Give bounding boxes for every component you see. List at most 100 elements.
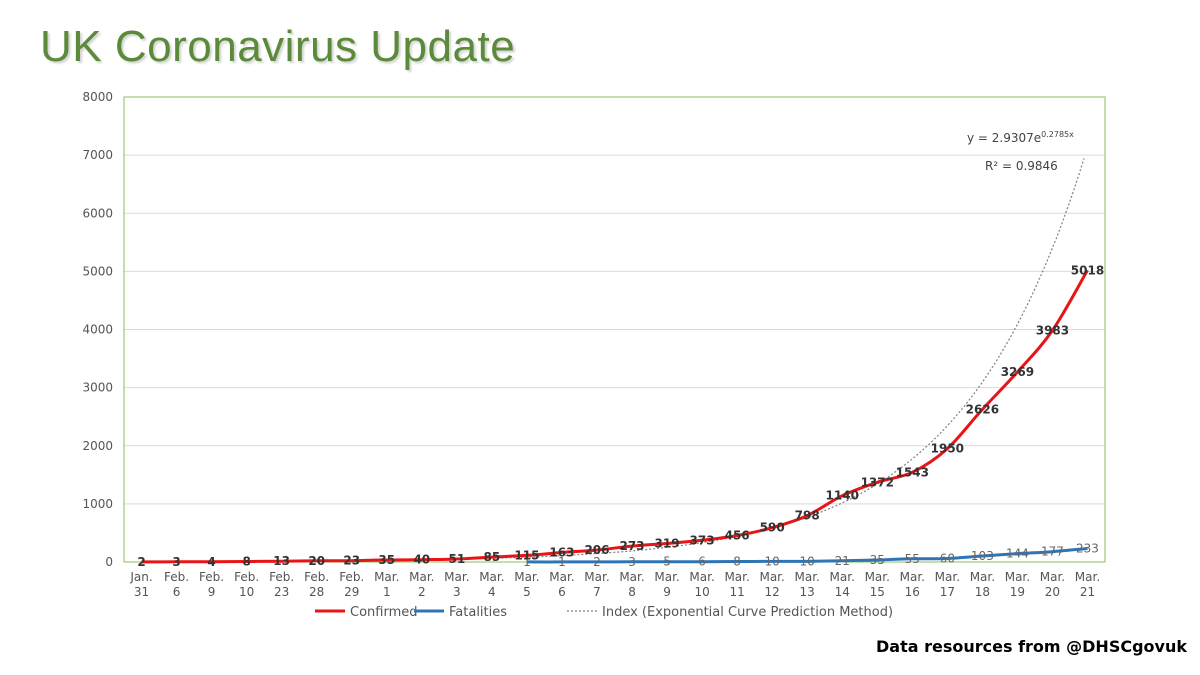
fatalities-data-label: 1 [558, 555, 566, 569]
confirmed-data-label: 40 [413, 553, 430, 567]
confirmed-data-label: 23 [343, 554, 360, 568]
fatalities-data-label: 60 [940, 552, 955, 566]
fatalities-data-label: 55 [905, 552, 920, 566]
y-axis: 0 1000 2000 3000 4000 5000 6000 7000 8000 [82, 90, 113, 569]
x-axis: Jan. 31 Feb. 6 Feb. 9 Feb. 10 Feb. 23 Feb. 28 Feb. 29… [129, 570, 1100, 599]
x-tick-label: Mar. 10 [689, 570, 714, 599]
confirmed-data-label: 163 [549, 546, 574, 560]
x-tick-label: Mar. 3 [444, 570, 469, 599]
trend-r-squared: R² = 0.9846 [985, 159, 1058, 173]
x-tick-label: Mar. 16 [900, 570, 925, 599]
x-tick-label: Mar. 21 [1075, 570, 1100, 599]
y-tick-label: 0 [105, 555, 113, 569]
x-tick-label: Mar. 1 [374, 570, 399, 599]
y-tick-label: 5000 [82, 264, 113, 278]
confirmed-data-label: 4 [207, 555, 215, 569]
x-tick-label: Mar. 13 [795, 570, 820, 599]
fatalities-data-label: 10 [800, 554, 815, 568]
fatalities-data-label: 21 [835, 554, 850, 568]
x-tick-label: Feb. 23 [269, 570, 294, 599]
x-tick-label: Mar. 15 [865, 570, 890, 599]
x-tick-label: Mar. 12 [759, 570, 784, 599]
legend-item-confirmed: Confirmed [315, 605, 418, 620]
y-tick-label: 3000 [82, 381, 113, 395]
confirmed-data-label: 85 [484, 550, 501, 564]
source-credit: Data resources from @DHSCgovuk [876, 637, 1187, 656]
legend-item-fatalities: Fatalities [414, 605, 507, 620]
confirmed-line [141, 269, 1089, 564]
legend-item-index: Index (Exponential Curve Prediction Meth… [567, 605, 893, 620]
legend-label-index: Index (Exponential Curve Prediction Meth… [602, 605, 893, 620]
confirmed-data-label: 3983 [1036, 323, 1069, 337]
confirmed-data-label: 590 [760, 521, 785, 535]
fatalities-data-label: 10 [765, 554, 780, 568]
fatalities-data-label: 3 [628, 555, 636, 569]
confirmed-data-label: 20 [308, 554, 325, 568]
confirmed-data-label: 1543 [896, 465, 929, 479]
fatalities-data-label: 5 [663, 555, 671, 569]
confirmed-data-label: 2626 [966, 402, 999, 416]
legend: Confirmed Fatalities Index (Exponential Cu… [315, 605, 893, 620]
x-tick-label: Feb. 29 [339, 570, 364, 599]
x-tick-label: Mar. 19 [1005, 570, 1030, 599]
confirmed-data-label: 206 [584, 543, 609, 557]
confirmed-data-label: 1950 [931, 442, 964, 456]
fatalities-data-label: 103 [971, 549, 994, 563]
trend-equation: y = 2.9307e0.2785x [967, 130, 1074, 145]
x-tick-label: Mar. 9 [654, 570, 679, 599]
confirmed-data-label: 13 [273, 554, 290, 568]
confirmed-data-label: 1372 [861, 475, 894, 489]
x-tick-label: Jan. 31 [129, 570, 152, 599]
confirmed-data-label: 3269 [1001, 365, 1034, 379]
fatalities-data-label: 8 [733, 555, 741, 569]
x-tick-label: Feb. 10 [234, 570, 259, 599]
confirmed-data-label: 373 [690, 533, 715, 547]
legend-label-confirmed: Confirmed [350, 605, 418, 620]
x-tick-label: Feb. 28 [304, 570, 329, 599]
confirmed-data-label: 115 [514, 548, 539, 562]
confirmed-data-label: 273 [619, 539, 644, 553]
fatalities-data-label: 144 [1006, 547, 1029, 561]
x-tick-label: Mar. 17 [935, 570, 960, 599]
confirmed-data-label: 51 [448, 552, 465, 566]
y-tick-label: 8000 [82, 90, 113, 104]
x-tick-label: Mar. 7 [584, 570, 609, 599]
fatalities-data-label: 2 [593, 555, 601, 569]
confirmed-data-label: 3 [172, 555, 180, 569]
confirmed-data-label: 8 [242, 555, 250, 569]
x-tick-label: Feb. 9 [199, 570, 224, 599]
confirmed-data-label: 319 [655, 536, 680, 550]
fatalities-data-label: 233 [1076, 541, 1099, 555]
trend-line [141, 158, 1085, 563]
legend-label-fatalities: Fatalities [449, 605, 507, 620]
page-title: UK Coronavirus Update [40, 22, 516, 71]
x-tick-label: Mar. 11 [724, 570, 749, 599]
confirmed-data-label: 456 [725, 528, 750, 542]
x-tick-label: Mar. 2 [409, 570, 434, 599]
x-tick-label: Mar. 4 [479, 570, 504, 599]
x-tick-label: Mar. 20 [1040, 570, 1065, 599]
y-tick-label: 4000 [82, 323, 113, 337]
fatalities-data-label: 1 [523, 555, 531, 569]
x-tick-label: Mar. 8 [619, 570, 644, 599]
confirmed-data-label: 5018 [1071, 263, 1104, 277]
x-tick-label: Mar. 6 [549, 570, 574, 599]
x-tick-label: Feb. 6 [164, 570, 189, 599]
y-tick-label: 2000 [82, 439, 113, 453]
confirmed-data-label: 2 [137, 555, 145, 569]
confirmed-data-label: 35 [378, 553, 395, 567]
fatalities-data-label: 6 [698, 555, 706, 569]
fatalities-line [526, 547, 1088, 564]
x-tick-label: Mar. 18 [970, 570, 995, 599]
x-tick-label: Mar. 5 [514, 570, 539, 599]
confirmed-data-label: 1140 [826, 489, 859, 503]
y-tick-label: 1000 [82, 497, 113, 511]
grid-lines [124, 96, 1105, 563]
y-tick-label: 7000 [82, 148, 113, 162]
x-tick-label: Mar. 14 [830, 570, 855, 599]
fatalities-data-label: 35 [870, 553, 885, 567]
confirmed-data-label: 798 [795, 509, 820, 523]
fatalities-data-label: 177 [1041, 545, 1064, 559]
y-tick-label: 6000 [82, 206, 113, 220]
